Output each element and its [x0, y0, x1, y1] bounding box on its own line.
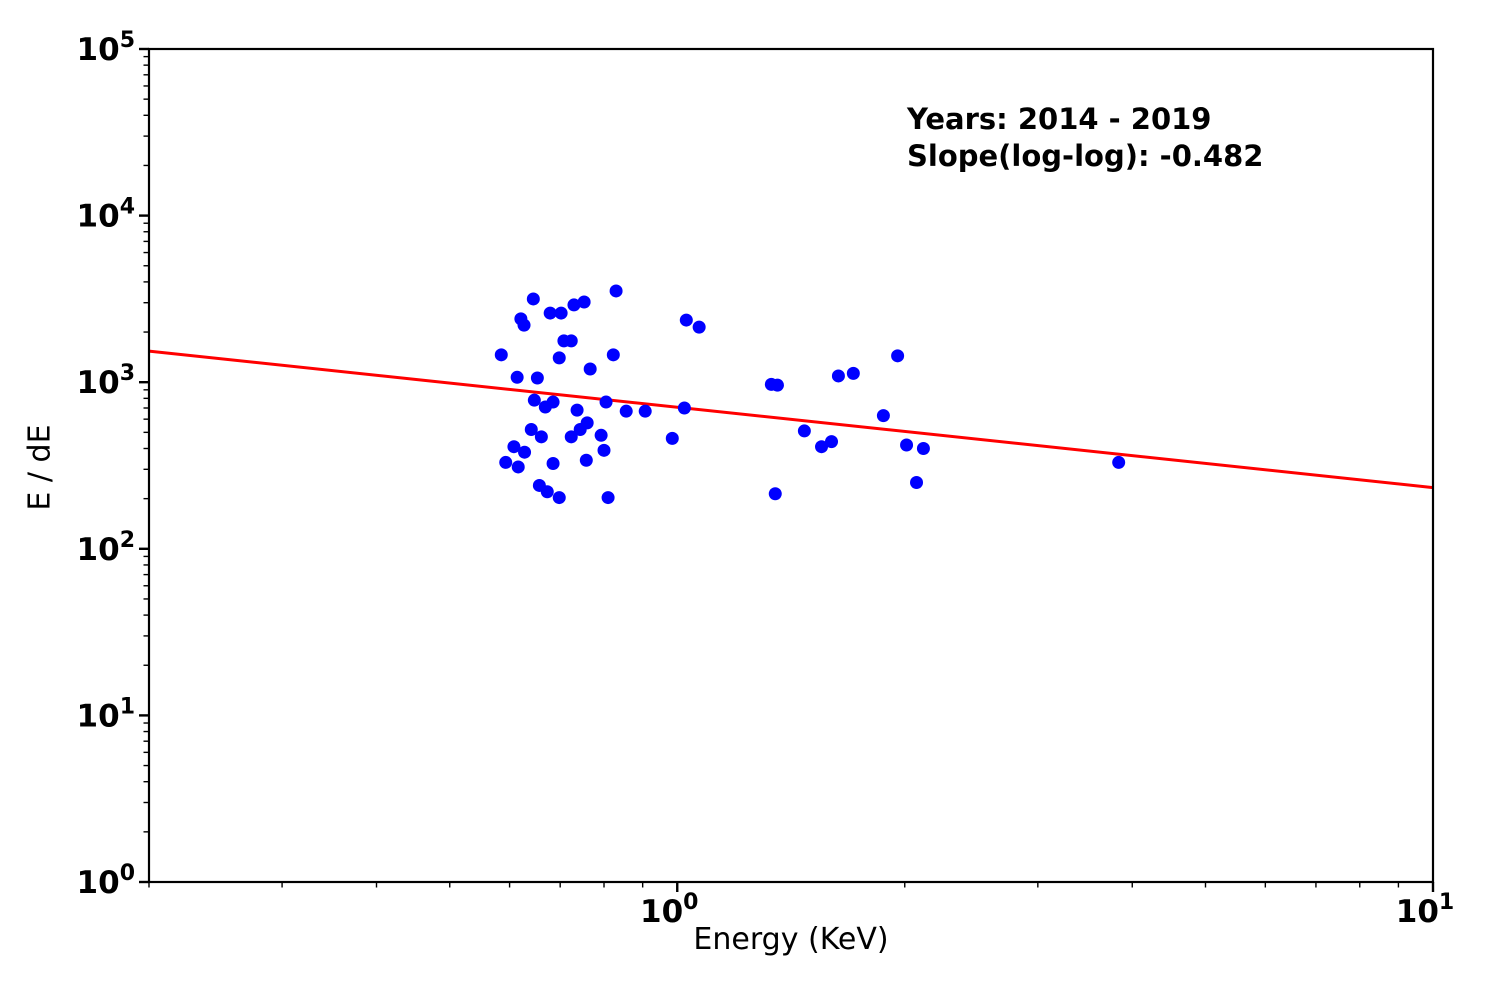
y-tick-label: 101 [77, 694, 135, 734]
data-point [546, 457, 560, 471]
data-point [831, 369, 845, 383]
data-point [507, 440, 521, 454]
data-point [609, 284, 623, 298]
y-axis-label: E / dE [22, 424, 58, 511]
data-point [583, 362, 597, 376]
data-point [846, 366, 860, 380]
data-point [597, 443, 611, 457]
annotation-slope: Slope(log-log): -0.482 [907, 139, 1264, 173]
annotation-years: Years: 2014 - 2019 [907, 102, 1212, 136]
data-point [573, 423, 587, 437]
data-point [768, 487, 782, 501]
data-point [518, 445, 532, 459]
data-point [564, 430, 578, 444]
data-point [815, 440, 829, 454]
data-point [510, 370, 524, 384]
data-point [530, 371, 544, 385]
data-point [511, 460, 525, 474]
data-point [526, 292, 540, 306]
data-point [499, 455, 513, 469]
data-point [599, 395, 613, 409]
data-point [692, 320, 706, 334]
data-point [606, 348, 620, 362]
data-point [524, 423, 538, 437]
data-point [1112, 455, 1126, 469]
axes-frame [147, 47, 1435, 884]
data-point [665, 431, 679, 445]
data-point [825, 435, 839, 449]
data-point [552, 491, 566, 505]
data-point [679, 313, 693, 327]
data-point [564, 334, 578, 348]
x-axis-label: Energy (KeV) [693, 922, 889, 957]
data-point [916, 441, 930, 455]
y-tick-label: 103 [77, 361, 135, 401]
data-point [579, 453, 593, 467]
y-tick-label: 105 [77, 28, 135, 68]
data-point [538, 400, 552, 414]
annotation: Years: 2014 - 2019 Slope(log-log): -0.48… [907, 101, 1263, 175]
y-tick-label: 100 [77, 861, 135, 901]
data-point [517, 318, 531, 332]
data-point [638, 404, 652, 418]
data-point [527, 393, 541, 407]
data-point [570, 403, 584, 417]
data-point [677, 401, 691, 415]
data-point [494, 348, 508, 362]
trend-line [148, 349, 1434, 490]
y-tick-label: 102 [77, 528, 135, 568]
data-point [534, 430, 548, 444]
data-point [554, 306, 568, 320]
data-point [543, 306, 557, 320]
data-point [567, 298, 581, 312]
data-point [770, 378, 784, 392]
data-point [601, 491, 615, 505]
data-point [577, 295, 591, 309]
data-point [910, 476, 924, 490]
data-point [594, 428, 608, 442]
x-tick-label: 101 [1396, 890, 1454, 930]
x-tick-label: 100 [640, 890, 698, 930]
data-point [552, 351, 566, 365]
data-point [540, 485, 554, 499]
y-tick-label: 104 [77, 195, 135, 235]
data-point [619, 404, 633, 418]
data-point [900, 438, 914, 452]
data-point [891, 349, 905, 363]
data-point [876, 409, 890, 423]
data-point [797, 424, 811, 438]
